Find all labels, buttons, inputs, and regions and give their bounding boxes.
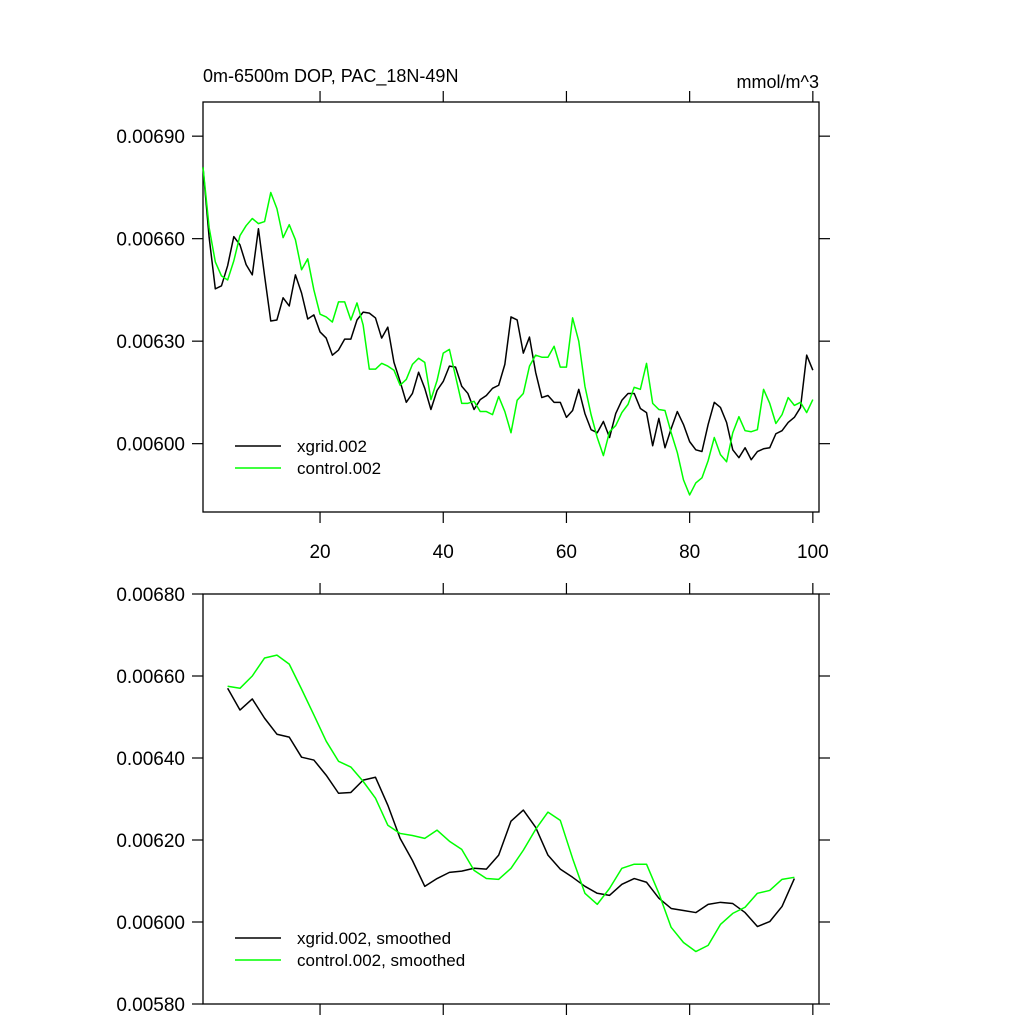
- y-tick-label: 0.00600: [116, 913, 185, 934]
- legend-label: control.002: [297, 459, 381, 478]
- y-tick-label: 0.00660: [116, 230, 185, 251]
- series-line: [202, 167, 814, 496]
- x-tick-label: 20: [309, 542, 330, 563]
- x-tick-label: 100: [797, 542, 829, 563]
- plot-frame: [202, 593, 820, 1005]
- y-tick-label: 0.00620: [116, 831, 185, 852]
- y-tick-label: 0.00600: [116, 435, 185, 456]
- units-label: mmol/m^3: [737, 72, 819, 92]
- plot-frame: [202, 101, 820, 513]
- y-tick-label: 0.00580: [116, 995, 185, 1016]
- y-tick-label: 0.00660: [116, 667, 185, 688]
- y-tick-label: 0.00690: [116, 127, 185, 148]
- x-tick-label: 60: [556, 542, 577, 563]
- series-line: [227, 654, 795, 953]
- y-tick-label: 0.00630: [116, 332, 185, 353]
- legend-label: control.002, smoothed: [297, 951, 465, 970]
- x-tick-label: 80: [679, 542, 700, 563]
- legend-label: xgrid.002, smoothed: [297, 929, 451, 948]
- series-line: [226, 687, 796, 928]
- y-tick-label: 0.00640: [116, 749, 185, 770]
- series-line: [202, 167, 814, 461]
- chart-title: 0m-6500m DOP, PAC_18N-49N: [203, 66, 458, 87]
- legend-label: xgrid.002: [297, 437, 367, 456]
- x-tick-label: 40: [433, 542, 454, 563]
- y-tick-label: 0.00680: [116, 585, 185, 606]
